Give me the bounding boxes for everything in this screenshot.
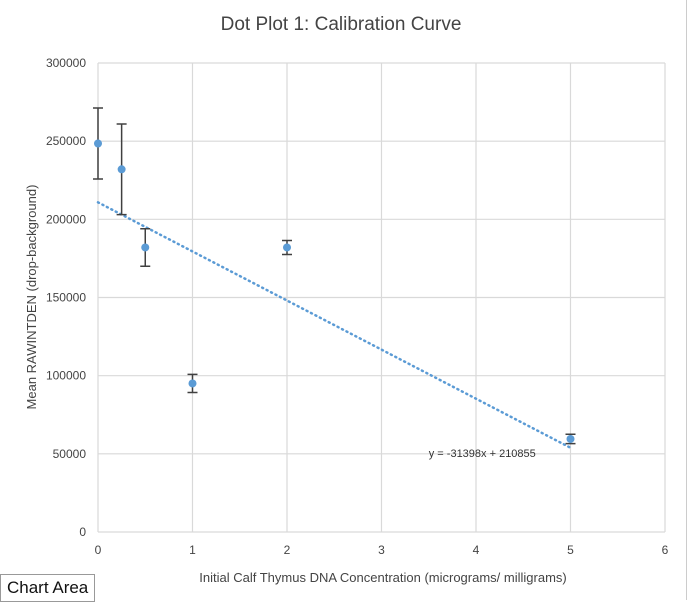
chart-title: Dot Plot 1: Calibration Curve [221,14,462,35]
data-point [117,165,126,174]
trendline-equation: y = -31398x + 210855 [429,448,536,460]
x-tick-label: 2 [284,543,291,557]
x-tick-label: 1 [189,543,196,557]
y-tick-label: 300000 [46,56,86,70]
y-tick-label: 250000 [46,134,86,148]
y-tick-label: 0 [79,525,86,539]
x-tick-label: 5 [567,543,574,557]
y-tick-label: 200000 [46,212,86,226]
chart-area-border [686,0,687,600]
data-point [283,243,291,252]
y-tick-label: 100000 [46,369,86,383]
x-tick-label: 0 [95,543,102,557]
y-axis-label: Mean RAWINTDEN (drop-background) [24,185,39,410]
chart-area-tooltip: Chart Area [0,574,96,602]
x-tick-label: 6 [662,543,669,557]
data-point [188,379,197,388]
data-point [566,434,575,443]
x-tick-label: 4 [473,543,480,557]
data-point [141,243,150,252]
data-point [94,139,102,148]
y-tick-label: 150000 [46,291,86,305]
x-axis-label: Initial Calf Thymus DNA Concentration (m… [199,570,566,585]
trendline [96,201,572,450]
x-tick-label: 3 [378,543,385,557]
y-tick-label: 50000 [53,447,87,461]
